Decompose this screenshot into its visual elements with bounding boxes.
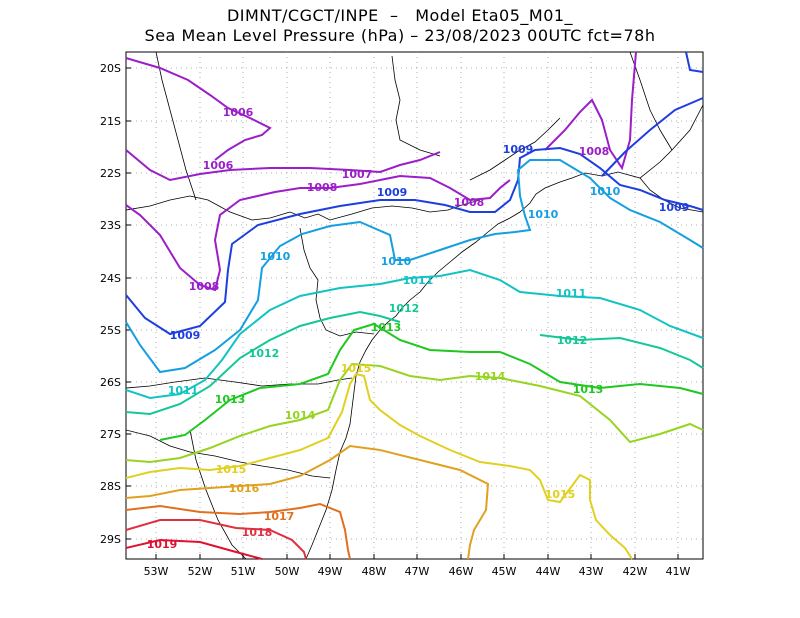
country-border bbox=[155, 51, 197, 201]
lon-label: 53W bbox=[144, 565, 169, 578]
state-border bbox=[125, 377, 353, 389]
lat-labels: 20S 21S 22S 23S 24S 25S 26S 27S 28S 29S bbox=[100, 62, 121, 546]
isobar-label: 1010 bbox=[381, 255, 412, 268]
isobar-1018 bbox=[125, 519, 307, 560]
lon-label: 45W bbox=[492, 565, 517, 578]
isobar-label: 1008 bbox=[307, 181, 338, 194]
lon-label: 41W bbox=[666, 565, 691, 578]
isobar-1011 bbox=[125, 268, 704, 400]
isobar-1010 bbox=[125, 159, 704, 374]
isobar-1016 bbox=[125, 444, 490, 560]
state-border bbox=[299, 227, 375, 337]
isobar-label: 1008 bbox=[454, 196, 485, 209]
isobar-label: 1015 bbox=[216, 463, 247, 476]
isobar-label: 1009 bbox=[377, 186, 408, 199]
lon-label: 50W bbox=[275, 565, 300, 578]
isobar-label: 1009 bbox=[659, 201, 690, 214]
lat-label: 25S bbox=[100, 324, 121, 337]
lat-label: 20S bbox=[100, 62, 121, 75]
isobar-label: 1011 bbox=[556, 287, 587, 300]
isobar-label: 1006 bbox=[223, 106, 254, 119]
isobar-label: 1013 bbox=[371, 321, 402, 334]
isobar-label: 1013 bbox=[215, 393, 246, 406]
country-border bbox=[189, 429, 247, 560]
isobar-1006 bbox=[125, 57, 272, 161]
isobar-labels: 1006 1006 1007 1008 1008 1008 1008 1009 … bbox=[147, 106, 690, 551]
isobar-lines bbox=[125, 51, 704, 560]
coastline bbox=[305, 104, 704, 560]
lat-label: 29S bbox=[100, 533, 121, 546]
isobar-label: 1011 bbox=[168, 384, 199, 397]
isobar-1012 bbox=[125, 310, 401, 416]
lon-label: 42W bbox=[623, 565, 648, 578]
isobar-1019 bbox=[125, 538, 263, 560]
isobar-label: 1010 bbox=[528, 208, 559, 221]
isobar-1012-e bbox=[539, 334, 704, 369]
isobar-label: 1015 bbox=[341, 362, 372, 375]
map-title-line-2: Sea Mean Level Pressure (hPa) – 23/08/20… bbox=[144, 26, 656, 45]
lon-labels: 53W 52W 51W 50W 49W 48W 47W 46W 45W 44W … bbox=[144, 565, 691, 578]
map-frame bbox=[125, 51, 704, 560]
lat-label: 27S bbox=[100, 428, 121, 441]
isobar-1007 bbox=[125, 149, 441, 182]
isobar-1008-ne bbox=[544, 51, 637, 171]
lat-label: 24S bbox=[100, 272, 121, 285]
lat-label: 22S bbox=[100, 167, 121, 180]
isobar-label: 1012 bbox=[557, 334, 588, 347]
isobar-label: 1014 bbox=[285, 409, 316, 422]
lon-label: 52W bbox=[188, 565, 213, 578]
isobar-1017 bbox=[125, 502, 351, 560]
isobar-1013 bbox=[159, 322, 704, 441]
lat-label: 23S bbox=[100, 219, 121, 232]
state-border bbox=[391, 55, 441, 157]
isobar-label: 1012 bbox=[389, 302, 420, 315]
lat-label: 21S bbox=[100, 115, 121, 128]
isobar-label: 1009 bbox=[503, 143, 534, 156]
lon-label: 51W bbox=[231, 565, 256, 578]
lon-label: 46W bbox=[449, 565, 474, 578]
axis-ticks bbox=[126, 67, 679, 559]
isobar-1009 bbox=[125, 146, 704, 336]
state-border bbox=[125, 429, 331, 479]
isobar-label: 1010 bbox=[260, 250, 291, 263]
isobar-label: 1006 bbox=[203, 159, 234, 172]
isobar-label: 1009 bbox=[170, 329, 201, 342]
isobar-label: 1014 bbox=[475, 370, 506, 383]
lon-label: 49W bbox=[318, 565, 343, 578]
state-border bbox=[469, 117, 561, 181]
isobar-1008 bbox=[125, 174, 511, 292]
isobar-label: 1008 bbox=[189, 280, 220, 293]
lon-label: 44W bbox=[536, 565, 561, 578]
coastline-and-borders bbox=[125, 51, 704, 560]
lon-label: 48W bbox=[362, 565, 387, 578]
map-title-line-1: DIMNT/CGCT/INPE – Model Eta05_M01_ bbox=[226, 6, 574, 25]
isobar-label: 1013 bbox=[573, 383, 604, 396]
isobar-label: 1008 bbox=[579, 145, 610, 158]
isobar-label: 1019 bbox=[147, 538, 178, 551]
isobar-label: 1012 bbox=[249, 347, 280, 360]
state-border bbox=[125, 195, 481, 221]
lon-label: 43W bbox=[579, 565, 604, 578]
isobar-label: 1015 bbox=[545, 488, 576, 501]
isobar-label: 1010 bbox=[590, 185, 621, 198]
isobar-label: 1016 bbox=[229, 482, 260, 495]
lat-label: 28S bbox=[100, 480, 121, 493]
isobar-1015 bbox=[125, 372, 633, 560]
isobar-1014 bbox=[125, 362, 704, 464]
lon-label: 47W bbox=[405, 565, 430, 578]
isobar-1009-top bbox=[685, 51, 704, 73]
isobar-1009-ne bbox=[601, 97, 704, 177]
lat-label: 26S bbox=[100, 376, 121, 389]
isobar-label: 1011 bbox=[403, 274, 434, 287]
isobar-label: 1007 bbox=[342, 168, 373, 181]
isobar-label: 1018 bbox=[242, 526, 273, 539]
isobar-label: 1017 bbox=[264, 510, 295, 523]
state-border bbox=[629, 51, 673, 151]
